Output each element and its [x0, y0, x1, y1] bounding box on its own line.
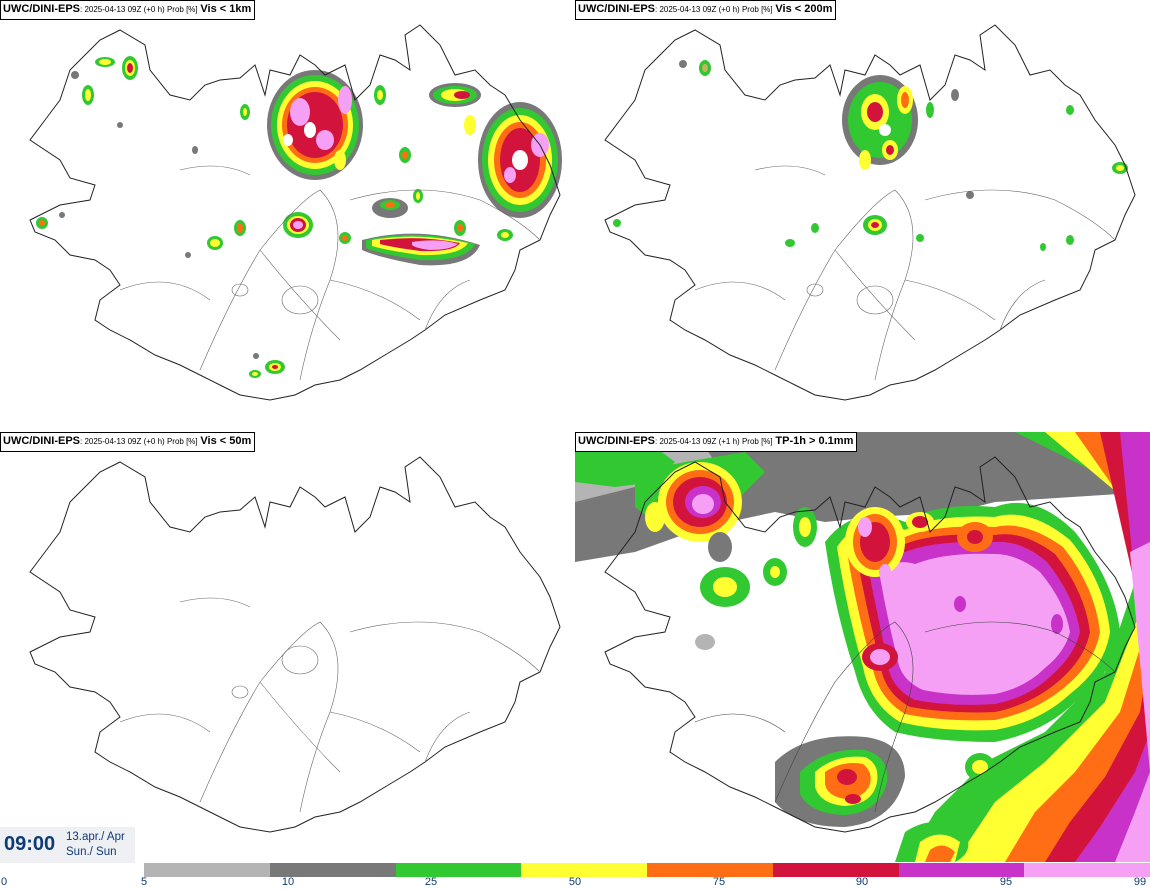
colorbar-tick: 0 [0, 876, 8, 888]
colorbar-segment [521, 863, 647, 877]
probability-colorbar [144, 863, 1150, 877]
valid-time-box: 09:00 13.apr./ Apr Sun./ Sun [0, 827, 135, 863]
coastline [29, 456, 561, 833]
valid-date: 13.apr./ Apr Sun./ Sun [66, 830, 125, 860]
run-info: : 2025-04-13 09Z (+0 h) Prob [%] [80, 437, 198, 446]
rivers-borders [119, 165, 541, 381]
map-panel-vis-1km: UWC/DINI-EPS: 2025-04-13 09Z (+0 h) Prob… [0, 0, 575, 430]
colorbar-tick: 25 [424, 876, 438, 888]
date-line-2: Sun./ Sun [66, 846, 117, 858]
run-info: : 2025-04-13 09Z (+0 h) Prob [%] [80, 5, 198, 14]
model-name: UWC/DINI-EPS [3, 435, 80, 447]
run-info: : 2025-04-13 09Z (+1 h) Prob [%] [655, 437, 773, 446]
map-panel-vis-50m: UWC/DINI-EPS: 2025-04-13 09Z (+0 h) Prob… [0, 432, 575, 862]
panel-title: UWC/DINI-EPS: 2025-04-13 09Z (+0 h) Prob… [0, 432, 256, 452]
colorbar-tick: 90 [855, 876, 869, 888]
map-panel-vis-200m: UWC/DINI-EPS: 2025-04-13 09Z (+0 h) Prob… [575, 0, 1150, 430]
colorbar-segment [144, 863, 270, 877]
colorbar-segment [772, 863, 899, 877]
colorbar-segment [1024, 863, 1150, 877]
map-panel-precip: UWC/DINI-EPS: 2025-04-13 09Z (+1 h) Prob… [575, 432, 1150, 862]
iceland-map [29, 24, 562, 401]
coastline [604, 456, 1136, 833]
probability-blobs [613, 60, 1128, 251]
colorbar-segment [898, 863, 1025, 877]
panel-title: UWC/DINI-EPS: 2025-04-13 09Z (+0 h) Prob… [575, 0, 837, 20]
colorbar-tick: 75 [712, 876, 726, 888]
parameter-label: Vis < 1km [200, 3, 252, 15]
colorbar-tick: 10 [281, 876, 295, 888]
iceland-map [575, 432, 1150, 862]
colorbar-tick: 5 [140, 876, 148, 888]
colorbar-tick: 95 [999, 876, 1013, 888]
iceland-map [604, 24, 1136, 401]
run-info: : 2025-04-13 09Z (+0 h) Prob [%] [655, 5, 773, 14]
valid-time: 09:00 [4, 833, 56, 855]
model-name: UWC/DINI-EPS [3, 3, 80, 15]
colorbar-segment [395, 863, 522, 877]
rivers-borders [694, 165, 1116, 381]
model-name: UWC/DINI-EPS [578, 3, 655, 15]
coastline [29, 24, 561, 401]
iceland-map [29, 456, 561, 833]
parameter-label: Vis < 200m [775, 3, 833, 15]
colorbar-tick: 50 [568, 876, 582, 888]
coastline [604, 24, 1136, 401]
model-name: UWC/DINI-EPS [578, 435, 655, 447]
rivers-borders [119, 597, 541, 813]
colorbar-segment [647, 863, 773, 877]
panel-title: UWC/DINI-EPS: 2025-04-13 09Z (+1 h) Prob… [575, 432, 858, 452]
probability-field [575, 432, 1150, 862]
panel-title: UWC/DINI-EPS: 2025-04-13 09Z (+0 h) Prob… [0, 0, 256, 20]
parameter-label: TP-1h > 0.1mm [775, 435, 854, 447]
rivers-borders [694, 621, 1116, 813]
colorbar-tick: 99 [1133, 876, 1147, 888]
colorbar-segment [269, 863, 396, 877]
parameter-label: Vis < 50m [200, 435, 252, 447]
date-line-1: 13.apr./ Apr [66, 831, 125, 843]
probability-blobs [36, 56, 562, 378]
